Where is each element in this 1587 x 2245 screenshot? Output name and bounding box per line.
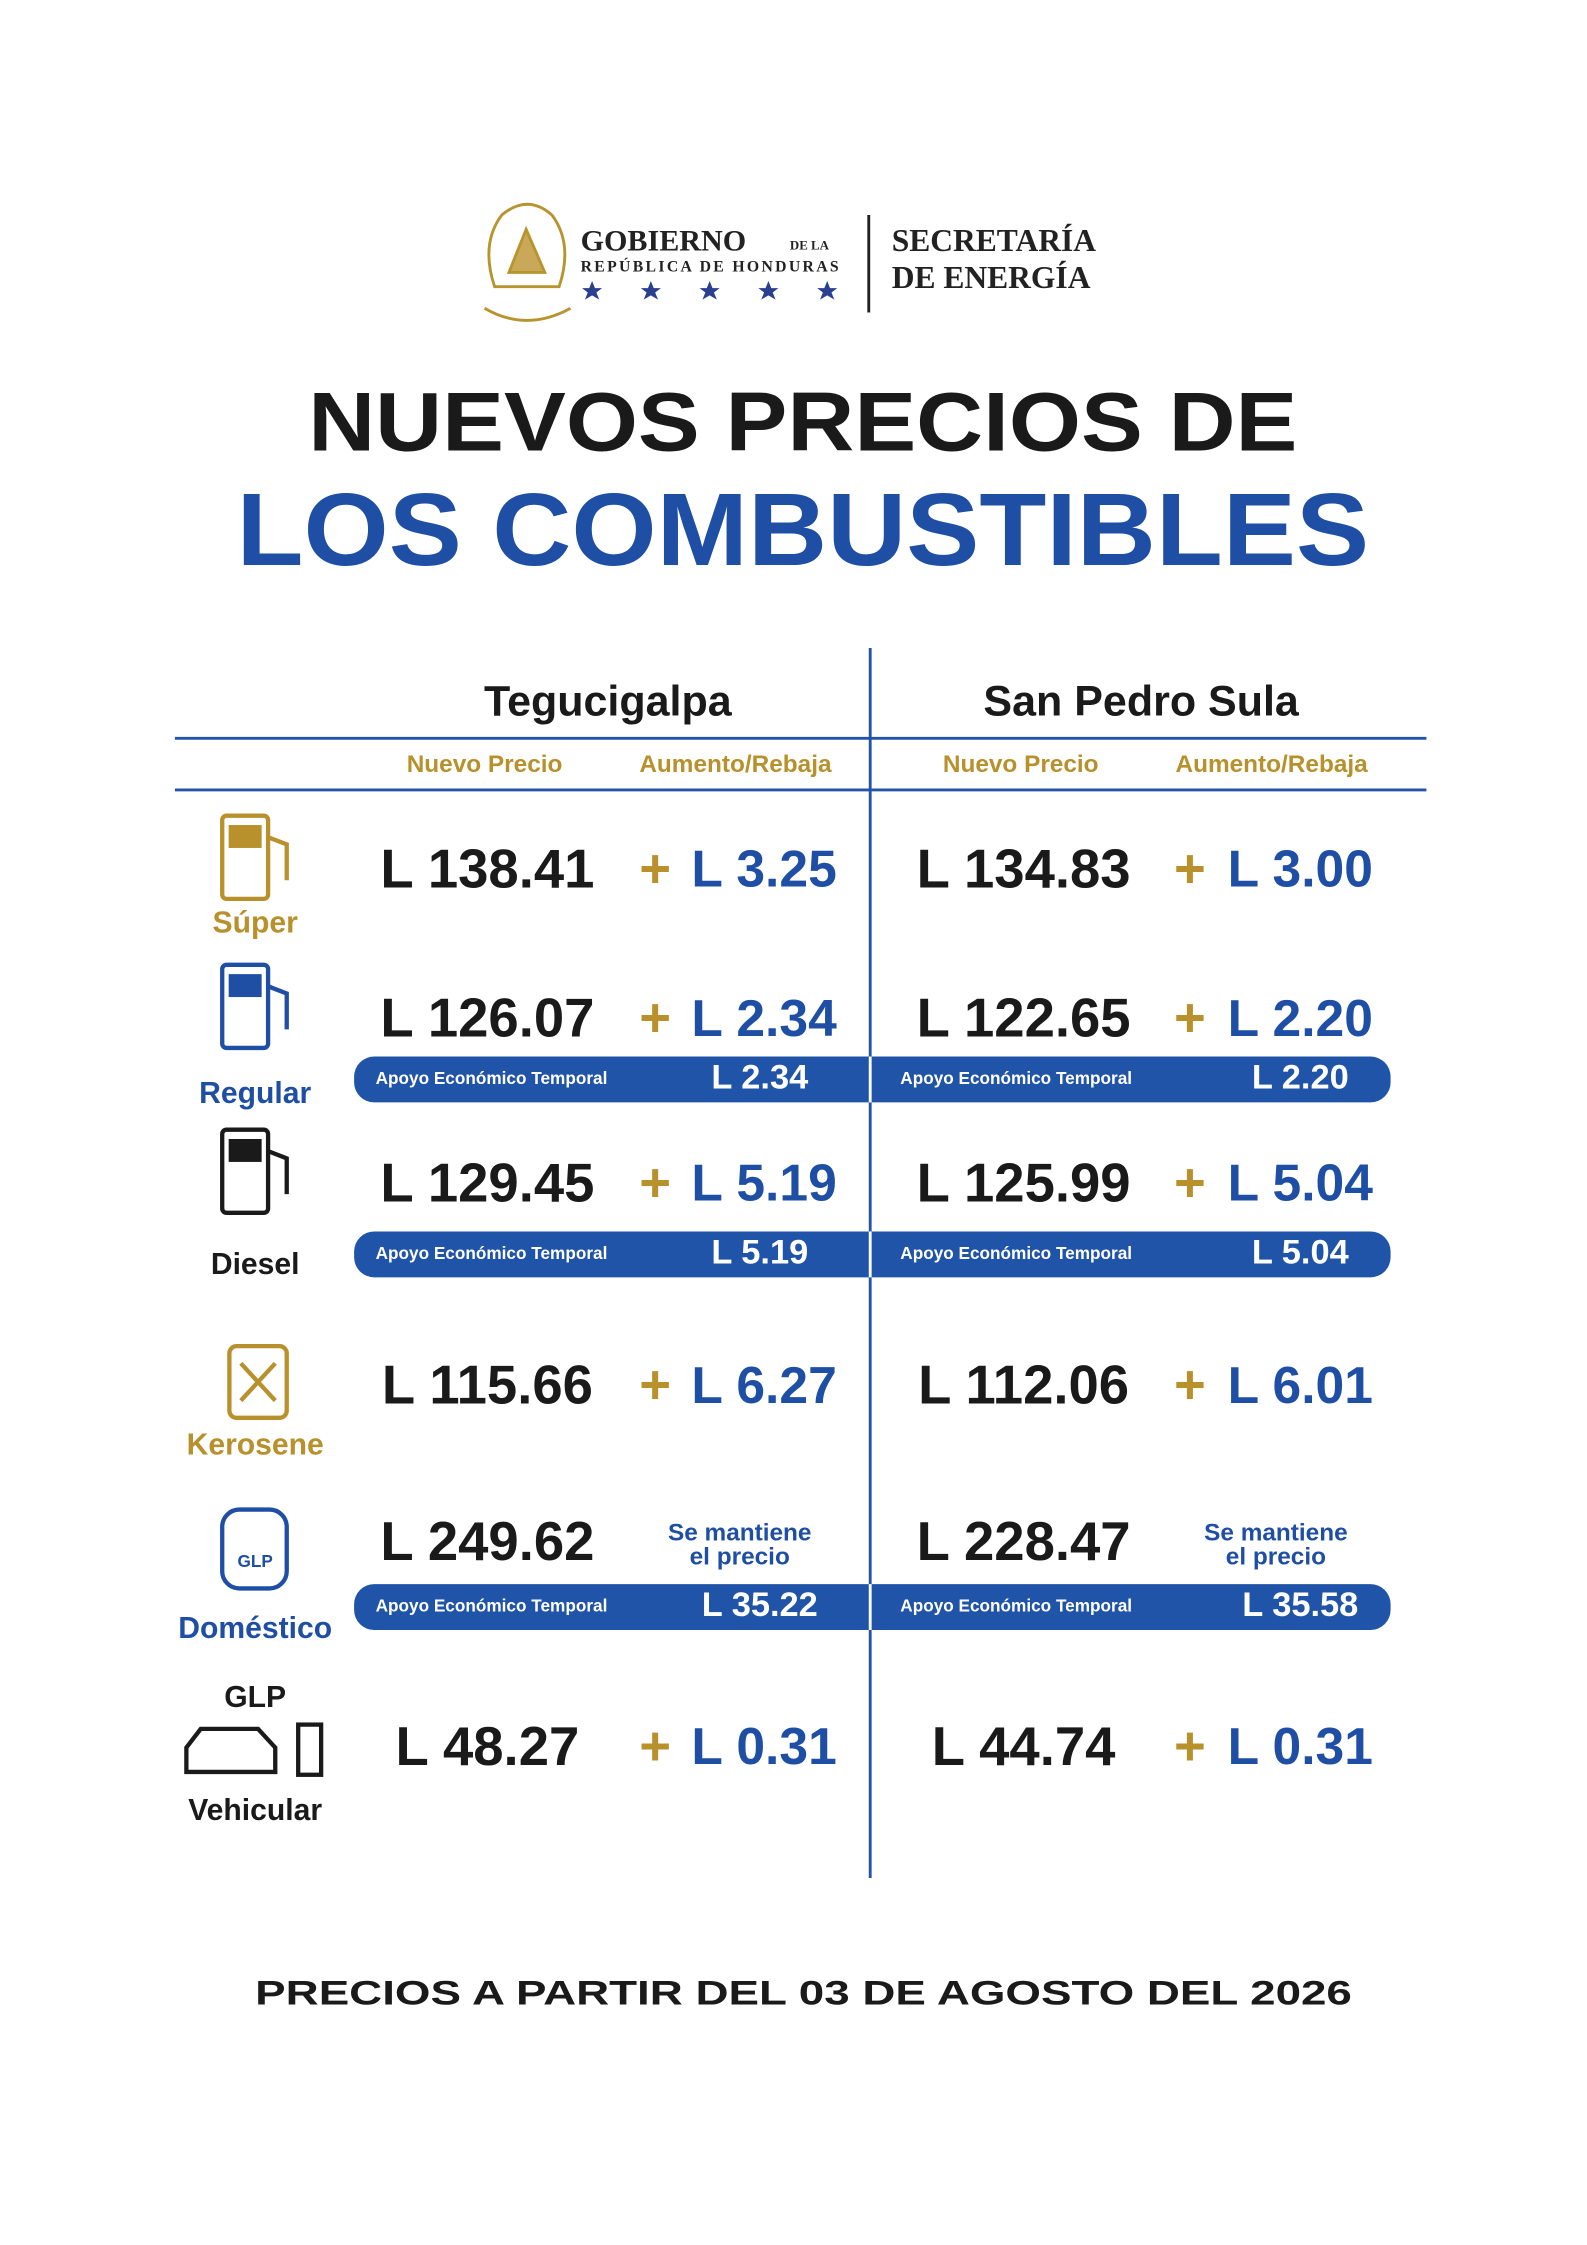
support-value: L 35.58 [1242,1586,1358,1624]
change: L 3.25 [691,840,836,898]
support-label: Apoyo Económico Temporal [376,1068,608,1088]
icon-pump [220,962,271,1051]
change-sign: + [639,838,671,899]
change: L 2.34 [691,989,837,1047]
icon-pump [220,1127,271,1215]
title-line2: LOS COMBUSTIBLES [237,472,1370,587]
change-sign: + [639,1355,671,1416]
icon-tank [220,1507,289,1591]
title-line1: NUEVOS PRECIOS DE [308,376,1297,469]
support-label: Apoyo Económico Temporal [900,1243,1132,1263]
support-value: L 35.22 [702,1586,818,1624]
price-note: el precio [1226,1544,1326,1571]
price-note: el precio [690,1544,790,1571]
coat-of-arms [483,202,572,322]
icon-screen [228,825,262,848]
fuel-icon [184,1722,324,1777]
icon-hose [267,835,289,881]
icon-hose [267,984,289,1030]
support-value: L 2.20 [1252,1059,1349,1097]
change: L 5.19 [691,1154,836,1212]
price: L 134.83 [917,838,1131,899]
city-name: Tegucigalpa [484,677,733,725]
fuel-icon [220,1507,289,1591]
secretaria: SECRETARÍA [892,223,1097,258]
change-sign: + [639,1152,671,1213]
support-value: L 5.19 [711,1233,808,1271]
fuel-label: Diesel [211,1248,300,1281]
price: L 115.66 [382,1355,593,1416]
icon-screen [228,974,262,998]
change-sign: + [639,1716,671,1777]
fuel-label: Regular [199,1077,311,1110]
support-value: L 5.04 [1252,1233,1349,1271]
change: L 3.00 [1228,840,1373,898]
price: L 138.41 [380,838,594,899]
change: L 6.01 [1228,1356,1373,1414]
fuel-label: GLP [224,1681,286,1714]
support-band [354,1056,1391,1103]
icon-car [184,1726,278,1775]
support-band [354,1231,1391,1278]
fuel-icon [220,1127,289,1215]
support-band [354,1584,1391,1630]
price: L 126.07 [380,988,594,1049]
gov-name: GOBIERNO [581,224,747,258]
support-label: Apoyo Económico Temporal [900,1068,1132,1088]
price: L 122.65 [917,988,1131,1049]
icon-hose [267,1149,289,1195]
fuel-icon [220,813,289,902]
icon-text: GLP [238,1551,273,1571]
change-sign: + [1174,838,1206,899]
fuel-label: Súper [213,907,299,940]
support-label: Apoyo Económico Temporal [376,1596,608,1616]
column-header: Nuevo Precio [407,751,563,778]
icon-pump [296,1722,324,1777]
city-name: San Pedro Sula [983,677,1300,725]
price: L 249.62 [380,1511,594,1572]
change-sign: + [639,988,671,1049]
fuel-icon [220,962,289,1051]
icon-x [239,1361,277,1403]
secretaria-2: DE ENERGÍA [892,260,1091,295]
price-note: Se mantiene [668,1519,812,1546]
price: L 44.74 [932,1716,1116,1777]
price: L 129.45 [380,1152,594,1213]
support-label: Apoyo Económico Temporal [376,1243,608,1263]
support-label: Apoyo Económico Temporal [900,1596,1132,1616]
price: L 48.27 [396,1716,580,1777]
column-header: Aumento/Rebaja [1176,751,1369,778]
price-note: Se mantiene [1204,1519,1348,1546]
footer: PRECIOS A PARTIR DEL 03 DE AGOSTO DEL 20… [255,1975,1352,2013]
gov-country: REPÚBLICA DE HONDURAS [581,257,839,276]
change: L 2.20 [1228,989,1373,1047]
price: L 112.06 [918,1355,1129,1416]
change: L 5.04 [1228,1154,1374,1212]
icon-can [227,1343,289,1420]
price: L 228.47 [917,1511,1131,1572]
stars [582,280,838,300]
change: L 0.31 [1228,1717,1373,1775]
change-sign: + [1174,1152,1206,1213]
column-header: Aumento/Rebaja [639,751,832,778]
change: L 6.27 [691,1356,836,1414]
change-sign: + [1174,1355,1206,1416]
column-header: Nuevo Precio [943,751,1099,778]
gov-de-la: DE LA [790,239,830,253]
change-sign: + [1174,1716,1206,1777]
fuel-icon [227,1343,289,1420]
fuel-label: Vehicular [188,1794,322,1827]
change-sign: + [1174,988,1206,1049]
fuel-label: Kerosene [187,1428,324,1461]
change: L 0.31 [691,1717,836,1775]
price: L 125.99 [917,1152,1131,1213]
icon-pump [220,813,271,902]
fuel-label: Doméstico [178,1612,332,1645]
support-value: L 2.34 [711,1059,808,1097]
icon-screen [228,1138,262,1162]
